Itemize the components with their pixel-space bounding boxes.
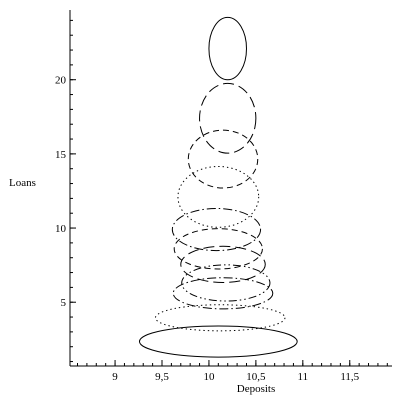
ellipse-series-11	[208, 16, 247, 81]
x-axis-label: Deposits	[237, 383, 276, 395]
ellipse-series-7	[171, 207, 262, 252]
ellipse-series-8	[177, 165, 260, 228]
ellipse-series-1	[138, 325, 298, 358]
ellipse-series-3	[172, 277, 274, 310]
y-tick-label: 20	[55, 75, 67, 87]
ellipse-series-10	[199, 82, 257, 154]
y-tick-label: 5	[61, 297, 67, 309]
y-axis-ticks: 5 10 15 20	[55, 19, 76, 363]
axes: 9 9,5 10 10,5 11 11,5 5 10 15 20	[55, 10, 392, 383]
ellipse-series-9	[187, 129, 259, 189]
y-tick-label: 15	[55, 149, 67, 161]
ellipse-series-4	[181, 264, 271, 302]
x-tick-label: 10	[203, 371, 215, 383]
ellipse-series-2	[154, 304, 286, 332]
x-axis-ticks: 9 9,5 10 10,5 11 11,5	[77, 360, 388, 383]
ellipse-series-6	[173, 228, 263, 270]
ellipse-series-group	[138, 16, 298, 358]
y-tick-label: 10	[55, 223, 67, 235]
x-tick-label: 9,5	[155, 371, 169, 383]
x-tick-label: 10,5	[246, 371, 266, 383]
x-tick-label: 11	[298, 371, 309, 383]
y-axis-label: Loans	[9, 177, 36, 189]
x-tick-label: 9	[112, 371, 118, 383]
ellipse-series-5	[180, 245, 266, 283]
x-tick-label: 11,5	[340, 371, 359, 383]
